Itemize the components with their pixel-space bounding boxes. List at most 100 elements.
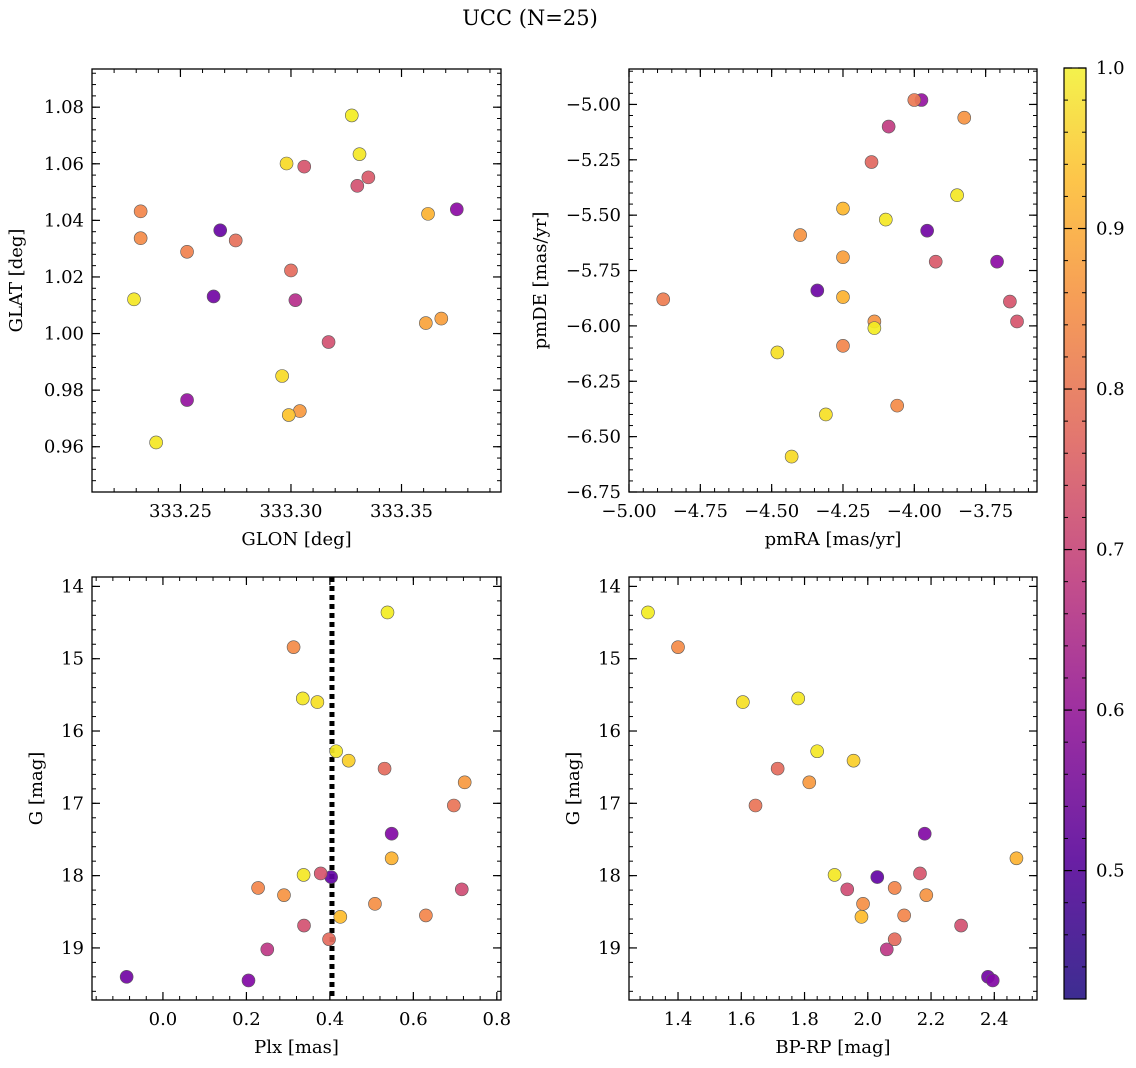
colorbar: 0.5 0.6 0.7 0.8 0.9 1.0 [1063,58,1125,1000]
data-point [288,293,303,307]
data-point [836,339,850,353]
data-point [913,866,927,881]
data-point [802,775,817,790]
colorbar-tick-label: 0.6 [1096,700,1125,721]
y-tick-label: 1.08 [44,97,84,118]
data-point [870,870,885,884]
data-point [907,93,922,107]
x-tick-label: 1.6 [727,1009,756,1030]
panel-glon-glat: 333.25 333.30 333.35 0.96 0.98 1.00 1.02 1.04 1.… [6,68,502,550]
data-point [228,233,243,248]
data-point [329,744,343,759]
data-point [281,408,296,422]
data-point [917,826,932,841]
data-point [286,640,301,654]
data-point [333,910,348,924]
data-point [791,691,806,706]
x-tick-label: −4.25 [815,501,870,522]
data-point [810,283,825,298]
y-tick-label: 16 [598,721,621,742]
y-tick-label: −5.75 [566,261,621,282]
data-point [284,263,298,278]
x-tick-label: −4.50 [744,501,799,522]
data-point [421,207,435,221]
x-tick-label: 2.2 [917,1009,946,1030]
data-point [864,155,879,169]
x-tick-label: 1.4 [664,1009,693,1030]
data-point [368,897,382,911]
data-point [827,868,842,882]
data-point [950,188,964,203]
data-point [260,942,275,957]
x-tick-label: −4.00 [887,501,942,522]
y-tick-label: −6.00 [566,316,621,337]
y-axis-label: pmDE [mas/yr] [530,212,551,350]
data-point [671,640,685,654]
y-tick-label: 18 [598,866,621,887]
data-point [887,881,902,895]
data-point [350,179,365,193]
colorbar-tick-label: 1.0 [1096,58,1125,79]
data-point [344,108,359,123]
data-point [419,316,433,330]
data-point [133,204,148,219]
data-point [881,119,896,134]
data-point [277,888,291,902]
data-point [449,202,464,217]
data-point [793,228,807,242]
y-tick-label: 1.04 [44,210,84,231]
axes-frame [91,576,502,1001]
y-tick-label: 1.00 [44,324,84,345]
axes-frame [628,576,1038,1001]
data-point [1009,851,1024,866]
y-tick-label: 16 [61,721,84,742]
data-point [419,908,433,923]
axes-frame [91,68,502,493]
data-point [836,290,850,304]
data-point [890,398,904,413]
data-point [810,744,824,759]
y-tick-label: 17 [61,793,84,814]
y-tick-label: −6.25 [566,371,621,392]
data-point [384,851,399,866]
y-tick-label: −5.50 [566,205,621,226]
colorbar-tick-label: 0.9 [1096,219,1125,240]
data-point [454,882,469,897]
x-tick-label: −3.75 [958,501,1013,522]
data-point [920,223,934,238]
y-tick-label: 19 [598,938,621,959]
y-tick-label: 15 [61,649,84,670]
data-point [127,292,141,307]
x-tick-label: 0.8 [483,1009,512,1030]
y-tick-label: 14 [598,576,621,597]
data-point [990,254,1004,269]
x-tick-label: 333.30 [259,501,322,522]
colorbar-tick-label: 0.5 [1096,861,1125,882]
data-point [377,761,392,776]
data-point [119,970,134,984]
x-tick-label: 0.0 [149,1009,178,1030]
y-axis-label: G [mag] [563,752,584,825]
y-tick-label: −6.50 [566,427,621,448]
panel-bprp-g: 1.4 1.6 1.8 2.0 2.2 2.4 14 15 16 17 18 19 BP-RP [mag… [563,576,1038,1058]
y-tick-label: −6.75 [566,482,621,503]
data-point [641,605,655,620]
data-point [879,942,894,957]
data-point [840,882,855,897]
axes-frame [628,68,1038,493]
x-tick-label: −5.00 [601,501,656,522]
x-axis-label: Plx [mas] [254,1037,339,1058]
y-tick-label: 14 [61,576,84,597]
data-point [213,223,228,238]
data-point [819,407,833,422]
data-point [341,753,356,768]
data-point [897,908,911,923]
data-point [1003,294,1017,309]
data-point [295,691,310,706]
x-axis-label: pmRA [mas/yr] [765,529,902,550]
data-point [836,201,850,216]
y-tick-label: 18 [61,866,84,887]
data-point [434,311,449,326]
data-point [836,250,850,265]
